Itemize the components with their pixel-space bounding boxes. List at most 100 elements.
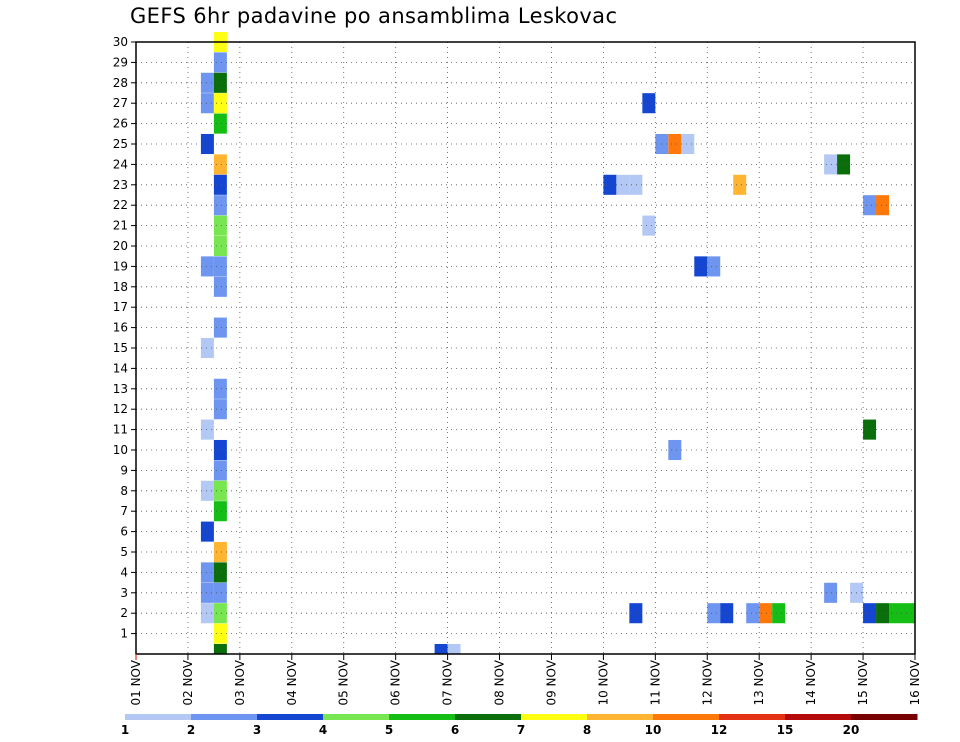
precip-cell bbox=[863, 419, 877, 440]
precip-cell bbox=[213, 317, 227, 338]
precip-cell bbox=[642, 215, 656, 236]
precip-cell bbox=[213, 562, 227, 583]
precip-cell bbox=[681, 133, 695, 155]
precip-cell bbox=[200, 256, 214, 277]
grid-layer bbox=[135, 41, 916, 654]
y-tick-label: 29 bbox=[113, 55, 128, 69]
precip-cell bbox=[629, 174, 643, 195]
legend-swatch bbox=[125, 714, 192, 720]
y-tick-label: 1 bbox=[120, 627, 128, 641]
x-tick-label: 12 NOV bbox=[700, 659, 714, 705]
y-tick-label: 14 bbox=[113, 361, 128, 375]
precip-cell bbox=[694, 256, 708, 277]
plot-frame bbox=[135, 41, 916, 655]
precip-cell bbox=[213, 174, 227, 195]
y-tick-label: 21 bbox=[113, 219, 128, 233]
x-tick-label: 08 NOV bbox=[493, 659, 507, 705]
y-tick-label: 4 bbox=[120, 565, 128, 579]
precip-cell bbox=[863, 603, 877, 624]
legend-swatch bbox=[587, 714, 654, 720]
precip-cell bbox=[200, 582, 214, 603]
legend-swatch bbox=[257, 714, 324, 720]
precip-cell bbox=[824, 154, 838, 175]
y-tick-label: 10 bbox=[113, 443, 128, 457]
precip-cell bbox=[213, 480, 227, 501]
precip-cell bbox=[863, 195, 877, 216]
x-tick-label: 02 NOV bbox=[181, 659, 195, 705]
precip-cell bbox=[200, 93, 214, 114]
precip-cell bbox=[213, 276, 227, 297]
precip-cell bbox=[200, 419, 214, 440]
y-tick-label: 16 bbox=[113, 321, 128, 335]
precip-cell bbox=[213, 541, 227, 563]
precip-cell bbox=[772, 603, 786, 624]
precip-cell bbox=[213, 501, 227, 522]
precip-cell bbox=[213, 195, 227, 216]
x-tick-label: 07 NOV bbox=[441, 659, 455, 705]
chart-title: GEFS 6hr padavine po ansamblima Leskovac bbox=[130, 4, 618, 28]
precip-cell bbox=[213, 52, 227, 73]
precip-cell bbox=[668, 439, 682, 461]
legend-label: 2 bbox=[187, 723, 195, 737]
legend-swatch bbox=[191, 714, 258, 720]
y-tick-label: 12 bbox=[113, 402, 128, 416]
y-tick-label: 18 bbox=[113, 280, 128, 294]
y-tick-label: 5 bbox=[120, 545, 128, 559]
cells-layer bbox=[200, 31, 915, 654]
x-tick-label: 15 NOV bbox=[856, 659, 870, 705]
y-tick-label: 8 bbox=[120, 484, 128, 498]
precip-cell bbox=[213, 623, 227, 644]
x-tick-label: 09 NOV bbox=[544, 659, 558, 705]
y-tick-label: 28 bbox=[113, 76, 128, 90]
y-tick-label: 15 bbox=[113, 341, 128, 355]
legend-label: 5 bbox=[385, 723, 393, 737]
precip-cell bbox=[876, 603, 890, 624]
precip-cell bbox=[447, 643, 461, 654]
precip-cell bbox=[759, 603, 773, 624]
y-tick-label: 24 bbox=[113, 157, 128, 171]
x-tick-label: 06 NOV bbox=[389, 659, 403, 705]
y-tick-label: 9 bbox=[120, 463, 128, 477]
precip-cell bbox=[213, 378, 227, 399]
legend-label: 4 bbox=[319, 723, 327, 737]
y-tick-label: 17 bbox=[113, 300, 128, 314]
precip-cell bbox=[629, 603, 643, 624]
precip-cell bbox=[213, 460, 227, 481]
legend-swatch bbox=[389, 714, 456, 720]
precip-cell bbox=[876, 195, 890, 216]
precip-cell bbox=[746, 603, 760, 624]
legend-swatch bbox=[785, 714, 852, 720]
y-tick-label: 27 bbox=[113, 96, 128, 110]
precip-cell bbox=[200, 133, 214, 155]
precip-cell bbox=[213, 643, 227, 654]
y-tick-label: 7 bbox=[120, 504, 128, 518]
precip-cell bbox=[213, 582, 227, 603]
precip-cell bbox=[200, 562, 214, 583]
x-axis: 01 NOV 02 NOV 03 NOV 04 NOV 05 NOV 06 NOV 07 N… bbox=[129, 654, 922, 706]
color-legend: 1 2 3 4 5 6 7 8 10 12 15 20 bbox=[121, 714, 918, 737]
precip-cell bbox=[213, 93, 227, 114]
y-tick-label: 22 bbox=[113, 198, 128, 212]
precip-cell bbox=[824, 582, 838, 603]
precip-cell bbox=[213, 399, 227, 420]
y-tick-label: 30 bbox=[113, 35, 128, 49]
x-tick-label: 13 NOV bbox=[752, 659, 766, 705]
legend-label: 3 bbox=[253, 723, 261, 737]
x-tick-label: 14 NOV bbox=[804, 659, 818, 705]
legend-label: 6 bbox=[451, 723, 459, 737]
precip-cell bbox=[200, 603, 214, 624]
y-tick-label: 6 bbox=[120, 525, 128, 539]
x-tick-label: 03 NOV bbox=[233, 659, 247, 705]
legend-label: 7 bbox=[517, 723, 525, 737]
precip-cell bbox=[213, 235, 227, 257]
precip-cell bbox=[837, 154, 851, 175]
precip-cell bbox=[889, 603, 903, 624]
y-tick-label: 20 bbox=[113, 239, 128, 253]
precip-cell bbox=[733, 174, 747, 195]
x-tick-label: 16 NOV bbox=[908, 659, 922, 705]
y-tick-label: 3 bbox=[120, 586, 128, 600]
legend-swatch bbox=[521, 714, 588, 720]
precip-cell bbox=[603, 174, 617, 195]
precip-cell bbox=[642, 93, 656, 114]
